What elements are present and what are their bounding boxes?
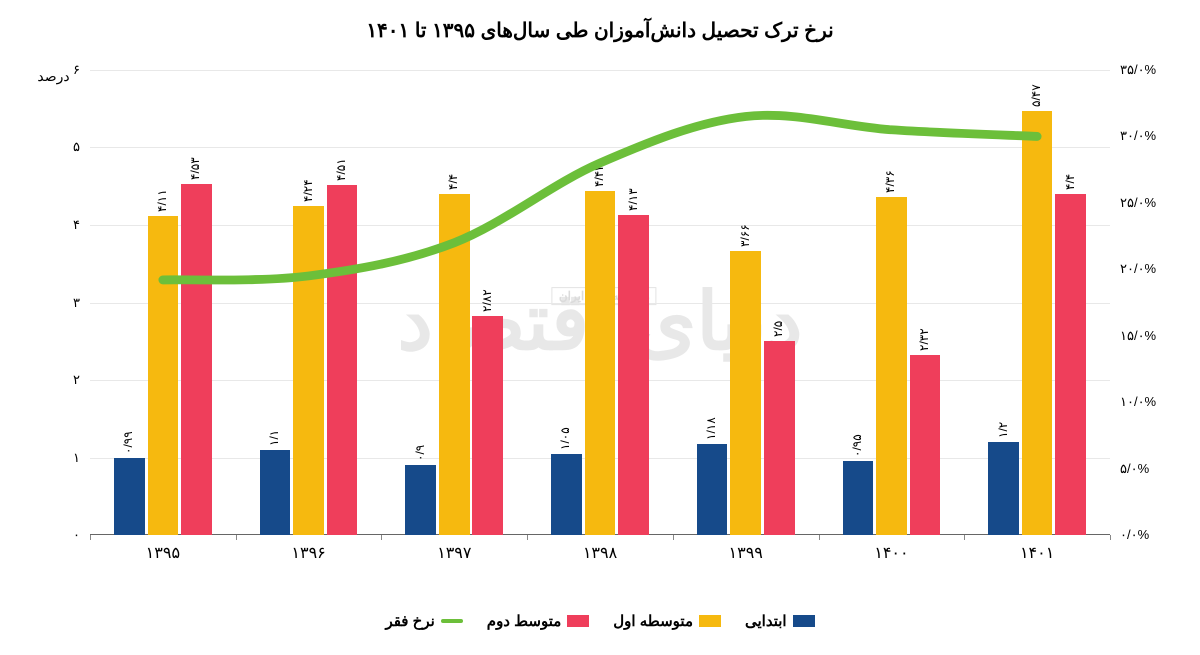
ytick-right: ۱۵/۰%	[1120, 328, 1156, 344]
bar-primary: ۰/۹۹	[114, 458, 145, 535]
bar-label: ۱/۰۵	[558, 427, 572, 450]
legend-item-poverty: نرخ فقر	[385, 612, 462, 630]
bar-primary: ۱/۲	[988, 442, 1019, 535]
legend-label: متوسط دوم	[487, 612, 562, 630]
xtick-mark	[673, 535, 674, 540]
xtick-mark	[236, 535, 237, 540]
bar-label: ۲/۸۲	[480, 290, 494, 313]
xtick-label: ۱۳۹۹	[729, 543, 763, 563]
xtick-label: ۱۴۰۰	[874, 543, 908, 563]
legend-label: ابتدایی	[745, 612, 787, 630]
bar-label: ۲/۵	[771, 321, 785, 337]
legend-item-primary: ابتدایی	[745, 612, 815, 630]
xtick-mark	[381, 535, 382, 540]
bar-middle1: ۳/۶۶	[730, 251, 761, 535]
bar-label: ۰/۹	[413, 445, 427, 461]
legend-item-middle1: متوسطه اول	[613, 612, 721, 630]
bar-group: ۱/۲۵/۴۷۴/۴	[964, 70, 1110, 535]
bar-middle2: ۴/۵۱	[327, 185, 358, 535]
bar-label: ۴/۴	[1063, 174, 1077, 190]
bar-middle1: ۴/۴۴	[585, 191, 616, 535]
bar-primary: ۱/۰۵	[551, 454, 582, 535]
bar-label: ۴/۴۴	[592, 164, 606, 187]
bar-primary: ۰/۹	[405, 465, 436, 535]
plot: دنیای اقتصاد روزنامه صبح ایران ۰۱۲۳۴۵۶۰/…	[90, 70, 1110, 535]
ytick-right: ۵/۰%	[1120, 461, 1149, 477]
legend-swatch	[793, 615, 815, 627]
bar-middle2: ۲/۳۲	[910, 355, 941, 535]
bar-label: ۰/۹۹	[121, 432, 135, 455]
bar-label: ۴/۵۳	[188, 157, 202, 180]
bar-label: ۳/۶۶	[738, 225, 752, 248]
legend-line-swatch	[441, 619, 463, 623]
bar-label: ۴/۲۴	[301, 180, 315, 203]
bar-group: ۰/۹۹۴/۱۱۴/۵۳	[90, 70, 236, 535]
bar-primary: ۰/۹۵	[843, 461, 874, 535]
ytick-right: ۲۵/۰%	[1120, 195, 1156, 211]
bar-label: ۲/۳۲	[917, 329, 931, 352]
bar-middle2: ۲/۸۲	[472, 316, 503, 535]
bar-middle2: ۴/۱۳	[618, 215, 649, 535]
legend-label: متوسطه اول	[613, 612, 693, 630]
bar-middle1: ۴/۴	[439, 194, 470, 535]
ytick-right: ۱۰/۰%	[1120, 394, 1156, 410]
bar-group: ۱/۱۸۳/۶۶۲/۵	[673, 70, 819, 535]
bar-primary: ۱/۱۸	[697, 444, 728, 535]
bar-label: ۴/۳۶	[883, 170, 897, 193]
ytick-left: ۴	[73, 217, 80, 233]
xtick-mark	[819, 535, 820, 540]
bar-group: ۰/۹۴/۴۲/۸۲	[381, 70, 527, 535]
bar-middle1: ۵/۴۷	[1022, 111, 1053, 535]
bar-primary: ۱/۱	[260, 450, 291, 535]
bar-group: ۱/۰۵۴/۴۴۴/۱۳	[527, 70, 673, 535]
bar-middle2: ۲/۵	[764, 341, 795, 535]
xtick-label: ۱۳۹۶	[291, 543, 325, 563]
legend-swatch	[699, 615, 721, 627]
xtick-label: ۱۳۹۸	[583, 543, 617, 563]
legend: ابتدایی متوسطه اول متوسط دوم نرخ فقر	[0, 612, 1200, 630]
bar-label: ۱/۲	[996, 422, 1010, 438]
xtick-mark	[964, 535, 965, 540]
bar-label: ۵/۴۷	[1029, 84, 1043, 107]
bar-middle2: ۴/۴	[1055, 194, 1086, 535]
bar-label: ۰/۹۵	[850, 435, 864, 458]
legend-label: نرخ فقر	[385, 612, 434, 630]
bar-middle1: ۴/۳۶	[876, 197, 907, 535]
ytick-right: ۲۰/۰%	[1120, 261, 1156, 277]
legend-swatch	[567, 615, 589, 627]
xtick-mark	[1110, 535, 1111, 540]
ytick-right: ۳۵/۰%	[1120, 62, 1156, 78]
chart-title: نرخ ترک تحصیل دانش‌آموزان طی سال‌های ۱۳۹…	[0, 0, 1200, 43]
bar-label: ۱/۱۸	[704, 417, 718, 440]
xtick-label: ۱۴۰۱	[1020, 543, 1054, 563]
bar-middle1: ۴/۱۱	[148, 216, 179, 535]
ytick-left: ۶	[73, 62, 80, 78]
bar-label: ۴/۱۱	[155, 190, 169, 213]
ytick-right: ۰/۰%	[1120, 527, 1149, 543]
ytick-right: ۳۰/۰%	[1120, 128, 1156, 144]
bar-label: ۴/۵۱	[334, 159, 348, 182]
ytick-left: ۵	[73, 139, 80, 155]
bar-label: ۴/۱۳	[626, 188, 640, 211]
chart-area: دنیای اقتصاد روزنامه صبح ایران ۰۱۲۳۴۵۶۰/…	[90, 70, 1110, 535]
y-axis-left-label: درصد	[37, 68, 69, 85]
bar-group: ۱/۱۴/۲۴۴/۵۱	[236, 70, 382, 535]
ytick-left: ۰	[73, 527, 80, 543]
xtick-mark	[90, 535, 91, 540]
bar-label: ۴/۴	[446, 174, 460, 190]
ytick-left: ۳	[73, 295, 80, 311]
ytick-left: ۲	[73, 372, 80, 388]
bar-middle2: ۴/۵۳	[181, 184, 212, 535]
bar-label: ۱/۱	[267, 430, 281, 446]
xtick-label: ۱۳۹۵	[146, 543, 180, 563]
legend-item-middle2: متوسط دوم	[487, 612, 590, 630]
bar-group: ۰/۹۵۴/۳۶۲/۳۲	[819, 70, 965, 535]
ytick-left: ۱	[73, 450, 80, 466]
bar-middle1: ۴/۲۴	[293, 206, 324, 535]
xtick-label: ۱۳۹۷	[437, 543, 471, 563]
xtick-mark	[527, 535, 528, 540]
